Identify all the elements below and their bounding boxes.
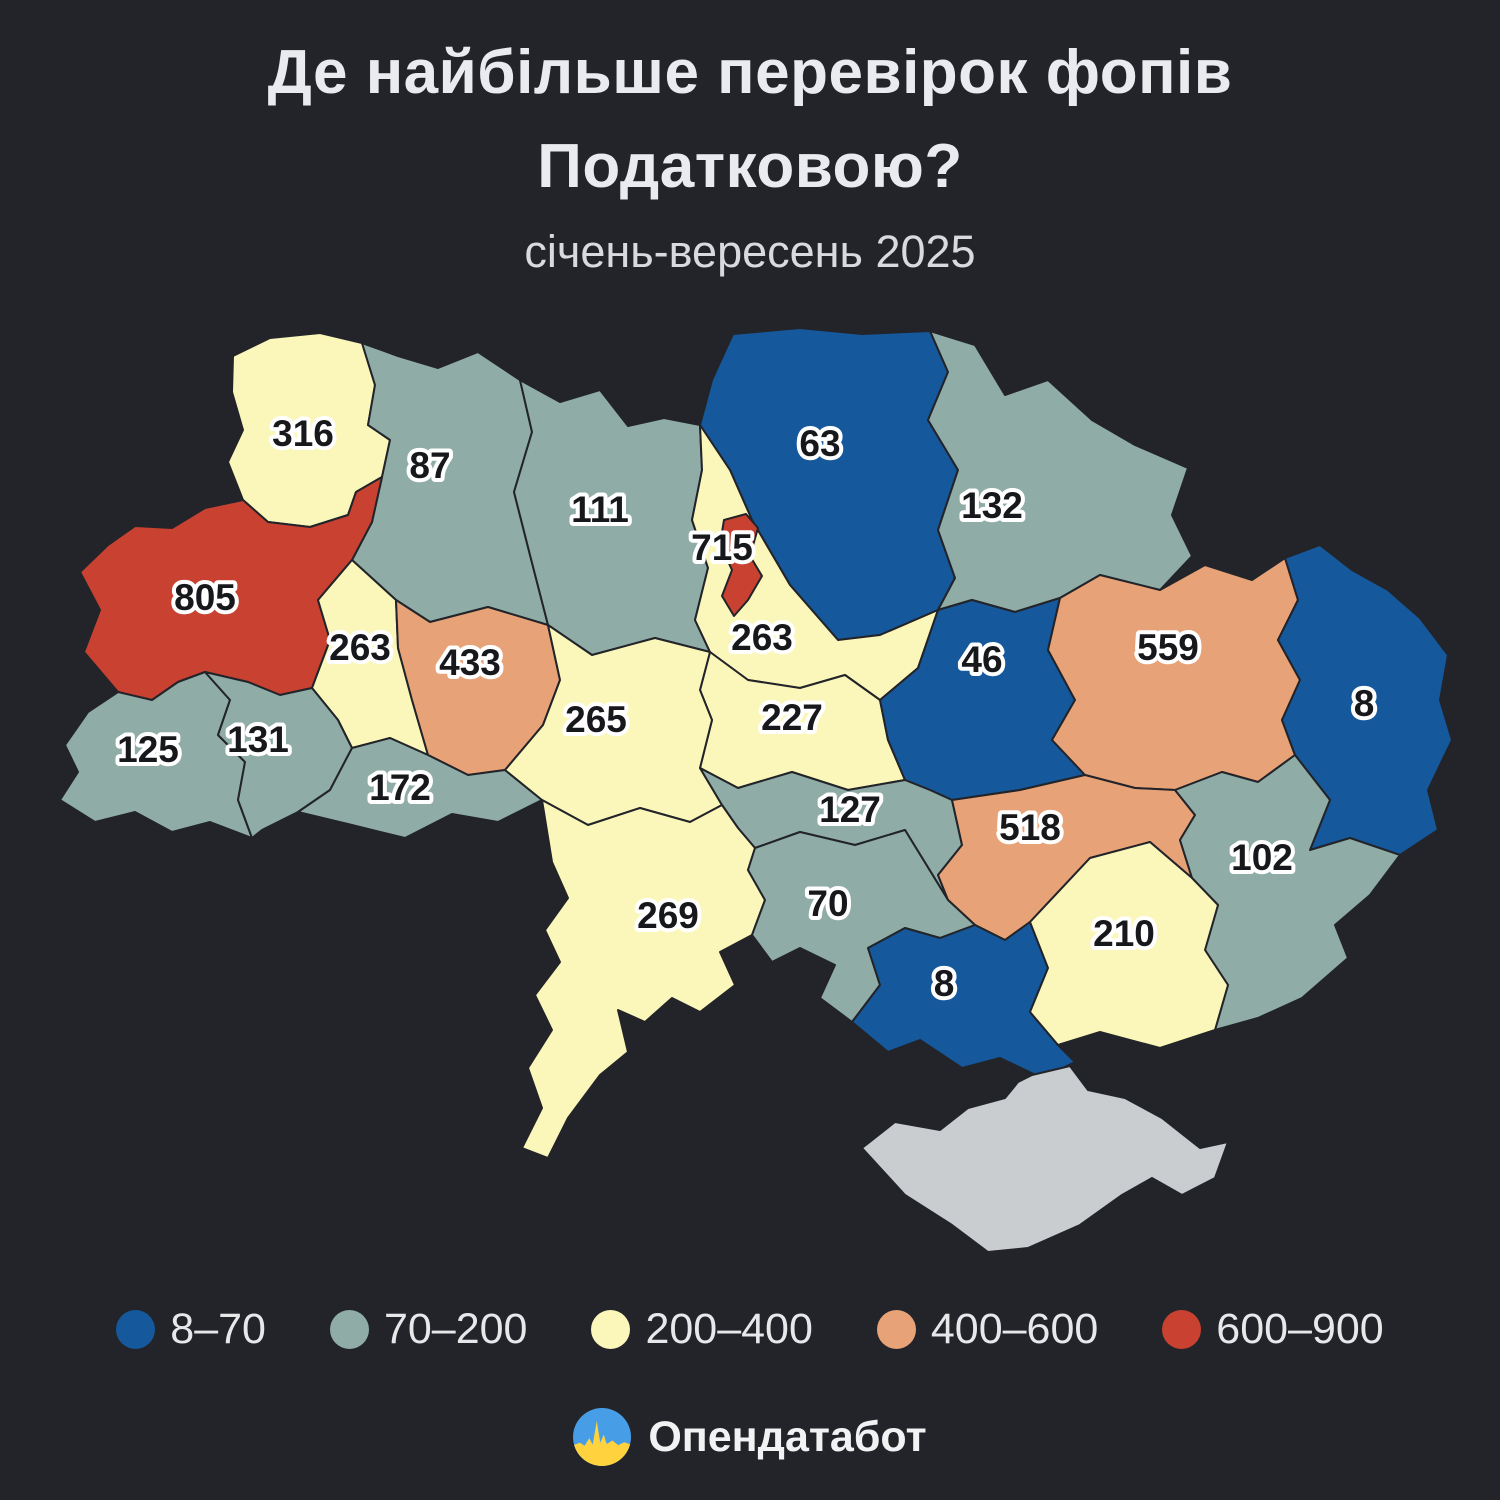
legend-dot-icon	[876, 1310, 916, 1349]
region-value-poltava: 46	[961, 639, 1002, 680]
legend-label: 8–70	[170, 1305, 266, 1353]
legend-item-400–600: 400–600	[876, 1305, 1099, 1354]
legend-dot-icon	[591, 1310, 631, 1349]
legend-item-8–70: 8–70	[116, 1305, 266, 1354]
region-value-dnipro: 518	[999, 807, 1061, 848]
legend-dot-icon	[329, 1310, 369, 1349]
region-value-zaporizhzhia: 210	[1093, 913, 1155, 954]
region-value-zhytomyr: 111	[571, 489, 629, 530]
region-crimea	[861, 1065, 1229, 1253]
region-value-sumy: 132	[961, 485, 1023, 526]
region-value-luhansk: 8	[1354, 683, 1375, 724]
legend-dot-icon	[116, 1310, 156, 1349]
region-value-odesa: 269	[637, 895, 699, 936]
region-kharkiv	[1047, 557, 1301, 791]
legend-item-70–200: 70–200	[329, 1305, 528, 1354]
region-value-volyn: 316	[272, 413, 334, 454]
region-luhansk	[1277, 544, 1453, 856]
brand-name: Опендатабот	[648, 1412, 927, 1461]
legend-label: 200–400	[645, 1305, 813, 1353]
region-value-donetsk: 102	[1231, 837, 1293, 878]
region-value-ternopil: 263	[329, 627, 391, 668]
footer: Опендатабот	[0, 1408, 1500, 1466]
region-value-rivne: 87	[409, 445, 450, 486]
region-odesa	[521, 799, 766, 1159]
region-value-kyiv-oblast: 263	[731, 617, 793, 658]
legend-item-600–900: 600–900	[1162, 1305, 1384, 1354]
opendatabot-logo-icon	[573, 1408, 632, 1466]
legend-item-200–400: 200–400	[591, 1305, 813, 1354]
region-value-mykolaiv: 70	[807, 883, 848, 924]
region-value-vinnytsia: 265	[565, 699, 627, 740]
region-value-zakarpattia: 125	[117, 729, 179, 770]
header: Де найбільше перевірок фопів Податковою?…	[0, 42, 1500, 278]
region-value-cherkasy: 227	[761, 697, 823, 738]
page-subtitle: січень-вересень 2025	[524, 226, 976, 277]
legend: 8–70 70–200 200–400 400–600 600–900	[0, 1305, 1500, 1354]
legend-label: 400–600	[930, 1305, 1099, 1353]
legend-label: 70–200	[383, 1305, 528, 1353]
region-value-lviv: 805	[174, 577, 236, 618]
region-sumy	[927, 330, 1193, 613]
region-value-kherson: 8	[934, 963, 955, 1004]
region-value-kirovohrad: 127	[819, 789, 881, 830]
region-value-chernivtsi: 172	[369, 767, 431, 808]
region-value-chernihiv: 63	[799, 423, 840, 464]
region-value-kyiv-city: 715	[691, 527, 753, 568]
region-zaporizhzhia	[1029, 841, 1229, 1049]
region-value-kharkiv: 559	[1137, 627, 1199, 668]
region-value-ivano-frankivsk: 131	[227, 719, 289, 760]
page-title-line2: Податковою?	[537, 132, 963, 201]
page-title-line1: Де найбільше перевірок фопів	[267, 38, 1233, 107]
region-kyiv-city	[719, 513, 763, 617]
legend-label: 600–900	[1216, 1305, 1384, 1353]
legend-dot-icon	[1162, 1310, 1202, 1349]
logo-pulse-field	[573, 1420, 632, 1466]
region-value-khmelnytskyi: 433	[439, 642, 501, 683]
